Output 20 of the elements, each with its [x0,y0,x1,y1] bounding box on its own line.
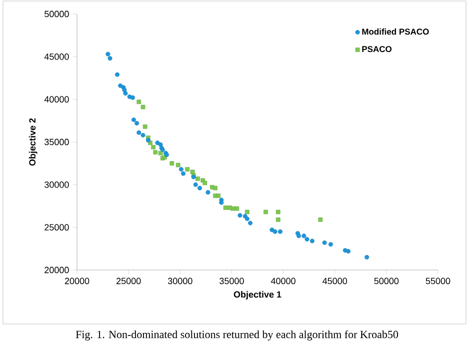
y-tick-label: 35000 [44,138,69,146]
y-tick-label: 30000 [44,181,69,188]
x-tick-label: 50000 [374,278,399,284]
x-tick-label: 35000 [220,278,244,284]
y-axis-title: Objective 2 [28,118,38,166]
y-tick-label: 50000 [44,10,69,18]
x-tick-label: 45000 [322,278,348,284]
x-axis-title: Objective 1 [234,291,282,300]
y-tick-label: 25000 [44,224,69,231]
legend-label: Modified PSACO [362,28,429,35]
x-tick-label: 40000 [270,278,296,284]
x-tick-label: 30000 [168,278,192,284]
x-tick-label: 25000 [116,278,141,284]
caption: Fig. 1. Non-dominated solutions returned by each algorithm for Kroab50 [76,330,398,340]
y-tick-label: 40000 [44,96,69,103]
y-tick-label: 45000 [44,53,69,60]
y-tick-label: 20000 [44,266,69,274]
x-tick-label: 20000 [64,278,90,284]
x-tick-label: 55000 [426,278,450,284]
legend-label: PSACO [362,46,392,52]
